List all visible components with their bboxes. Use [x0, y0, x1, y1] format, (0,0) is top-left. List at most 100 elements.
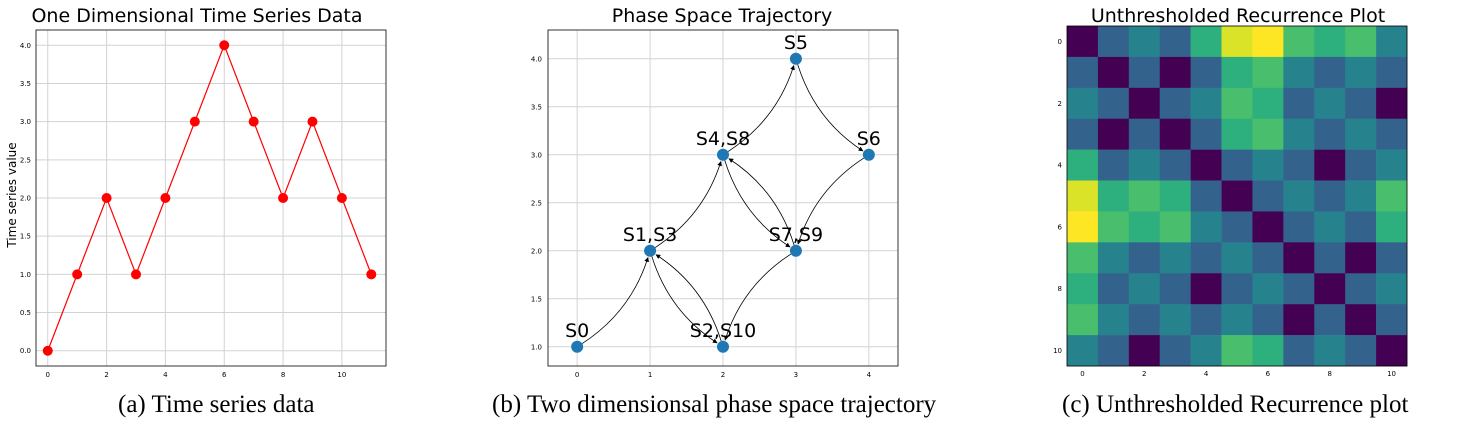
y-tick-label: 6 [1058, 223, 1063, 231]
heatmap-cell [1190, 211, 1222, 243]
heatmap-cell [1159, 304, 1191, 336]
heatmap-cell [1128, 26, 1161, 58]
data-point [189, 116, 200, 127]
plot-frame [1066, 25, 1408, 367]
heatmap-cell [1376, 56, 1408, 89]
heatmap-cell [1159, 335, 1191, 367]
x-tick-label: 0 [1080, 370, 1084, 378]
data-point [42, 345, 53, 356]
x-tick-label: 2 [1142, 370, 1146, 378]
heatmap-cell [1067, 149, 1099, 181]
point-label: S6 [857, 128, 881, 150]
chart-title: One Dimensional Time Series Data [31, 5, 362, 27]
x-tick-label: 2 [721, 371, 725, 379]
heatmap-cell [1345, 87, 1377, 120]
point-label: S1,S3 [623, 224, 677, 246]
x-tick-label: 10 [337, 371, 346, 379]
heatmap-cell [1159, 273, 1191, 305]
data-point [160, 193, 171, 203]
y-tick-label: 2.5 [20, 156, 31, 164]
trajectory-point [644, 244, 657, 257]
heatmap-cell [1190, 149, 1222, 181]
trajectory-point [789, 52, 802, 65]
data-point [366, 269, 377, 280]
heatmap-cell [1283, 273, 1315, 305]
heatmap-cell [1221, 180, 1253, 212]
heatmap-cell [1067, 335, 1099, 367]
trajectory-arrow [727, 65, 795, 152]
caption-b: (b) Two dimensionsal phase space traject… [492, 391, 937, 418]
phase-space-chart: Phase Space Trajectory 0 1 2 3 4 1.0 1.5 2.0 2.5… [531, 5, 899, 379]
trajectory-arrow [724, 160, 791, 248]
heatmap-cell [1067, 273, 1099, 305]
heatmap-cell [1097, 273, 1130, 305]
trajectory-point [862, 148, 875, 161]
heatmap-cell [1345, 56, 1377, 89]
heatmap-cell [1190, 56, 1222, 89]
heatmap-cell [1252, 304, 1284, 336]
heatmap-cell [1221, 273, 1253, 305]
y-tick-label: 0 [1058, 38, 1062, 46]
heatmap-cell [1097, 149, 1130, 181]
heatmap-cell [1128, 273, 1161, 305]
chart-title: Unthresholded Recurrence Plot [1091, 5, 1385, 27]
heatmap-cell [1097, 180, 1130, 212]
heatmap-cell [1190, 242, 1222, 274]
x-tick-label: 4 [867, 371, 872, 379]
y-tick-label: 4 [1058, 162, 1063, 170]
heatmap-cell [1190, 87, 1222, 120]
heatmap-cell [1252, 335, 1284, 367]
point-label: S4,S8 [696, 128, 750, 150]
heatmap-cell [1097, 56, 1130, 89]
heatmap-cell [1097, 304, 1130, 336]
heatmap-cell [1097, 87, 1130, 120]
heatmap-cell [1252, 211, 1284, 243]
caption-c: (c) Unthresholded Recurrence plot [1062, 391, 1409, 418]
heatmap-cell [1376, 149, 1408, 181]
y-tick-label: 3.5 [20, 80, 31, 88]
heatmap-cell [1283, 211, 1315, 243]
x-tick-label: 1 [648, 371, 652, 379]
heatmap-cell [1283, 304, 1315, 336]
y-tick-label: 2.0 [20, 195, 31, 203]
heatmap-cell [1314, 26, 1346, 58]
heatmap-cell [1252, 26, 1284, 58]
heatmap-cell [1345, 304, 1377, 336]
heatmap-cell [1345, 242, 1377, 274]
trajectory-arrow [654, 161, 722, 248]
x-tick-label: 8 [1327, 370, 1331, 378]
time-series-chart: One Dimensional Time Series Data Time se… [5, 5, 387, 379]
heatmap-cell [1252, 118, 1284, 150]
y-tick-label: 0.5 [20, 309, 31, 317]
heatmap-cell [1190, 304, 1222, 336]
panel-phase-space: Phase Space Trajectory 0 1 2 3 4 1.0 1.5 2.0 2.5… [492, 0, 936, 431]
heatmap-cell [1283, 335, 1315, 367]
heatmap-cell [1345, 180, 1377, 212]
heatmap-cell [1128, 56, 1161, 89]
chart-title: Phase Space Trajectory [612, 5, 833, 27]
series-line [47, 43, 372, 351]
y-tick-label: 4.0 [531, 55, 542, 63]
y-axis-label: Time series value [5, 142, 19, 248]
y-tick-label: 1.0 [20, 271, 31, 279]
heatmap-cell [1221, 335, 1253, 367]
plot-frame [547, 29, 899, 367]
heatmap-cell [1314, 304, 1346, 336]
y-tick-label: 3.0 [20, 118, 31, 126]
data-point [336, 193, 347, 203]
heatmap-cell [1159, 242, 1191, 274]
x-tick-label: 10 [1387, 370, 1396, 378]
heatmap-cell [1159, 118, 1191, 150]
heatmap-cell [1128, 180, 1161, 212]
x-tick-label: 3 [794, 371, 798, 379]
heatmap-cell [1159, 26, 1191, 58]
heatmap-cell [1376, 242, 1408, 274]
heatmap-cell [1376, 211, 1408, 243]
heatmap-cell [1376, 26, 1408, 58]
x-tick-label: 0 [46, 371, 50, 379]
x-tick-label: 4 [163, 371, 168, 379]
heatmap-cell [1221, 26, 1253, 58]
heatmap-cell [1221, 304, 1253, 336]
trajectory-point [571, 340, 584, 353]
heatmap-cell [1283, 180, 1315, 212]
